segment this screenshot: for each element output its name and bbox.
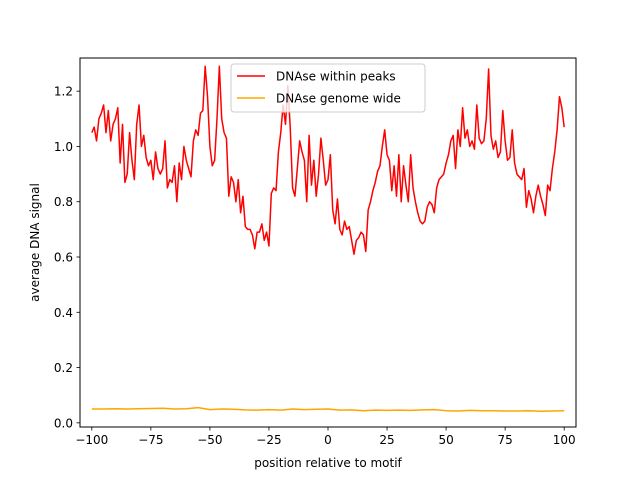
y-axis-label: average DNA signal — [28, 183, 42, 302]
x-tick-label: 0 — [324, 433, 332, 447]
legend-box — [230, 63, 426, 113]
y-tick-label: 0.2 — [54, 361, 73, 375]
y-tick-label: 0.0 — [54, 416, 73, 430]
legend-entries: DNAse within peaks DNAse genome wide — [237, 70, 401, 106]
x-tick-label: −75 — [138, 433, 163, 447]
y-tick-label: 1.2 — [54, 85, 73, 99]
y-axis-ticks: 0.0 0.2 0.4 0.6 0.8 1.0 1.2 — [54, 85, 80, 430]
y-tick-label: 0.8 — [54, 195, 73, 209]
x-tick-label: −50 — [197, 433, 222, 447]
series-layer — [91, 65, 565, 412]
series-line-2 — [91, 406, 565, 412]
y-tick-label: 0.6 — [54, 251, 73, 265]
legend-label-2: DNAse genome wide — [276, 92, 401, 106]
x-axis-label: position relative to motif — [254, 456, 402, 470]
x-axis-ticks: −100 −75 −50 −25 0 25 50 75 100 — [75, 427, 576, 447]
x-tick-label: 75 — [498, 433, 513, 447]
legend-label-1: DNAse within peaks — [276, 70, 396, 84]
x-tick-label: 25 — [379, 433, 394, 447]
series-line-1 — [91, 65, 565, 255]
x-tick-label: −100 — [75, 433, 108, 447]
x-tick-label: −25 — [256, 433, 281, 447]
x-tick-label: 50 — [438, 433, 453, 447]
x-tick-label: 100 — [553, 433, 576, 447]
y-tick-label: 1.0 — [54, 140, 73, 154]
y-tick-label: 0.4 — [54, 306, 73, 320]
legend: DNAse within peaks DNAse genome wide — [230, 63, 426, 113]
